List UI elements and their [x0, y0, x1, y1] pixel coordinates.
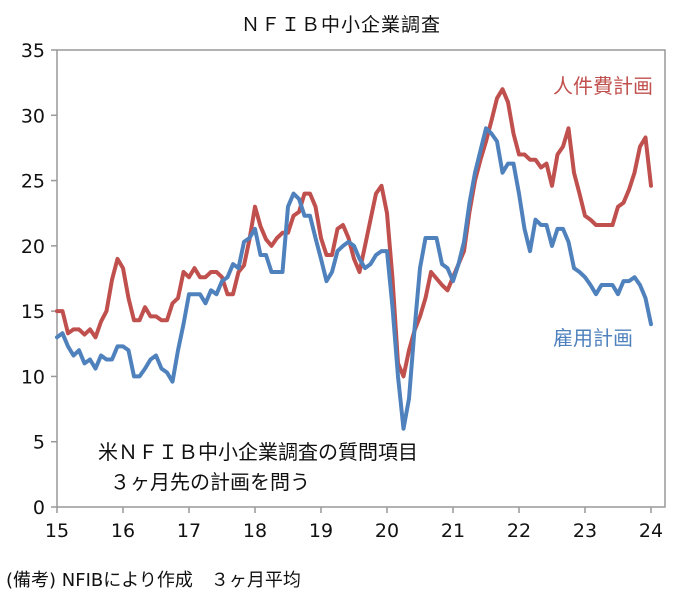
annotation-line-2: ３ヶ月先の計画を問う [110, 470, 310, 494]
y-tick-label: 20 [21, 236, 45, 258]
plot-frame [56, 49, 666, 508]
x-tick-label: 16 [111, 520, 135, 542]
x-tick-label: 23 [573, 520, 597, 542]
x-tick-label: 17 [177, 520, 201, 542]
y-tick-label: 35 [21, 40, 45, 62]
y-tick-label: 5 [33, 432, 45, 454]
y-tick-label: 25 [21, 171, 45, 193]
annotation-line-1: 米ＮＦＩＢ中小企業調査の質問項目 [98, 440, 418, 464]
legend-label-labor-cost: 人件費計画 [553, 74, 653, 98]
x-tick-label: 19 [309, 520, 333, 542]
series-line-labor-cost [55, 87, 653, 379]
x-tick-label: 22 [507, 520, 531, 542]
x-tick-label: 24 [639, 520, 663, 542]
footnote: (備考) NFIBにより作成 ３ヶ月平均 [6, 570, 301, 591]
y-tick-label: 0 [33, 497, 45, 519]
x-tick-label: 15 [45, 520, 69, 542]
x-tick-label: 18 [243, 520, 267, 542]
y-tick-label: 15 [21, 301, 45, 323]
x-tick-label: 20 [375, 520, 399, 542]
y-tick-label: 30 [21, 105, 45, 127]
chart-title: ＮＦＩＢ中小企業調査 [240, 14, 441, 36]
legend-label-employment: 雇用計画 [553, 326, 633, 350]
x-tick-label: 21 [441, 520, 465, 542]
series-line-employment [55, 126, 653, 431]
y-tick-label: 10 [21, 366, 45, 388]
